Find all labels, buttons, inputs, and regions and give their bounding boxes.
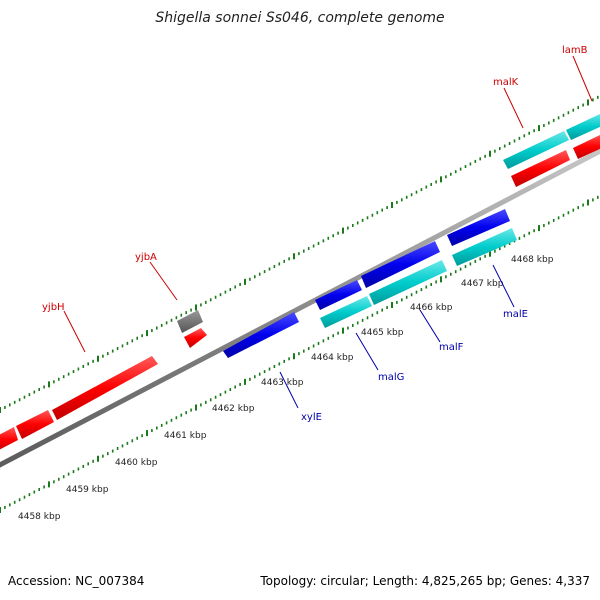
gene-arrow-malE[interactable] (447, 209, 510, 246)
gene-label-xylE[interactable]: xylE (301, 412, 322, 423)
tick-label-4461: 4461 kbp (164, 431, 207, 441)
gene-label-malF[interactable]: malF (439, 342, 464, 353)
genome-summary-text: Topology: circular; Length: 4,825,265 bp… (260, 574, 590, 588)
gene-arrow-yjbA[interactable] (184, 328, 207, 348)
gene-arrow-red[interactable] (0, 427, 18, 452)
gene-arrow-cyan[interactable] (369, 260, 447, 305)
gene-arrow-gray[interactable] (177, 310, 203, 333)
leader-yjbH (63, 310, 86, 353)
gene-arrow-yjbH[interactable] (52, 356, 158, 420)
tick-label-4462: 4462 kbp (212, 404, 255, 414)
leader-malF (419, 309, 441, 343)
gene-arrow-malF[interactable] (361, 241, 440, 288)
tick-labels: 4458 kbp 4459 kbp 4460 kbp 4461 kbp 4462… (18, 255, 554, 522)
page-title: Shigella sonnei Ss046, complete genome (155, 10, 445, 26)
forward-strand-genes (0, 113, 600, 452)
accession-text: Accession: NC_007384 (8, 574, 145, 588)
gene-arrow-cyan-lamB[interactable] (566, 113, 600, 140)
gene-label-yjbA[interactable]: yjbA (135, 252, 157, 263)
tick-label-4458: 4458 kbp (18, 512, 61, 522)
gene-labels: yjbH yjbA malK lamB xylE malG malF malE (42, 45, 588, 423)
lower-tick-row (0, 195, 599, 513)
gene-arrow-cyan[interactable] (452, 228, 517, 266)
leader-lamB (572, 55, 593, 102)
leader-malG (355, 332, 379, 371)
leader-malK (503, 87, 524, 129)
label-leaders (63, 55, 593, 409)
gene-arrow-red-malM[interactable] (511, 150, 570, 187)
leader-xylE (279, 371, 299, 409)
tick-label-4466: 4466 kbp (410, 303, 453, 313)
gene-arrow-cyan-malK[interactable] (503, 131, 569, 169)
gene-label-lamB[interactable]: lamB (562, 45, 588, 56)
tick-label-4464: 4464 kbp (311, 353, 354, 363)
gene-label-malK[interactable]: malK (493, 77, 519, 88)
tick-label-4459: 4459 kbp (66, 485, 109, 495)
gene-arrow-red[interactable] (16, 410, 54, 439)
upper-tick-row (0, 95, 599, 413)
gene-arrow-red[interactable] (573, 134, 600, 159)
genome-backbone (0, 148, 600, 468)
tick-label-4467: 4467 kbp (461, 279, 504, 289)
reverse-strand-genes (223, 209, 517, 358)
leader-yjbA (149, 261, 178, 301)
gene-label-malE[interactable]: malE (503, 309, 528, 320)
leader-malE (492, 264, 515, 308)
gene-arrow-cyan[interactable] (320, 296, 372, 328)
gene-arrow-malG[interactable] (315, 280, 362, 310)
tick-label-4460: 4460 kbp (115, 458, 158, 468)
tick-label-4468: 4468 kbp (511, 255, 554, 265)
tick-label-4465: 4465 kbp (361, 328, 404, 338)
tick-label-4463: 4463 kbp (261, 378, 304, 388)
gene-label-yjbH[interactable]: yjbH (42, 302, 65, 313)
gene-label-malG[interactable]: malG (378, 372, 404, 383)
gene-arrow-xylE[interactable] (223, 312, 299, 358)
